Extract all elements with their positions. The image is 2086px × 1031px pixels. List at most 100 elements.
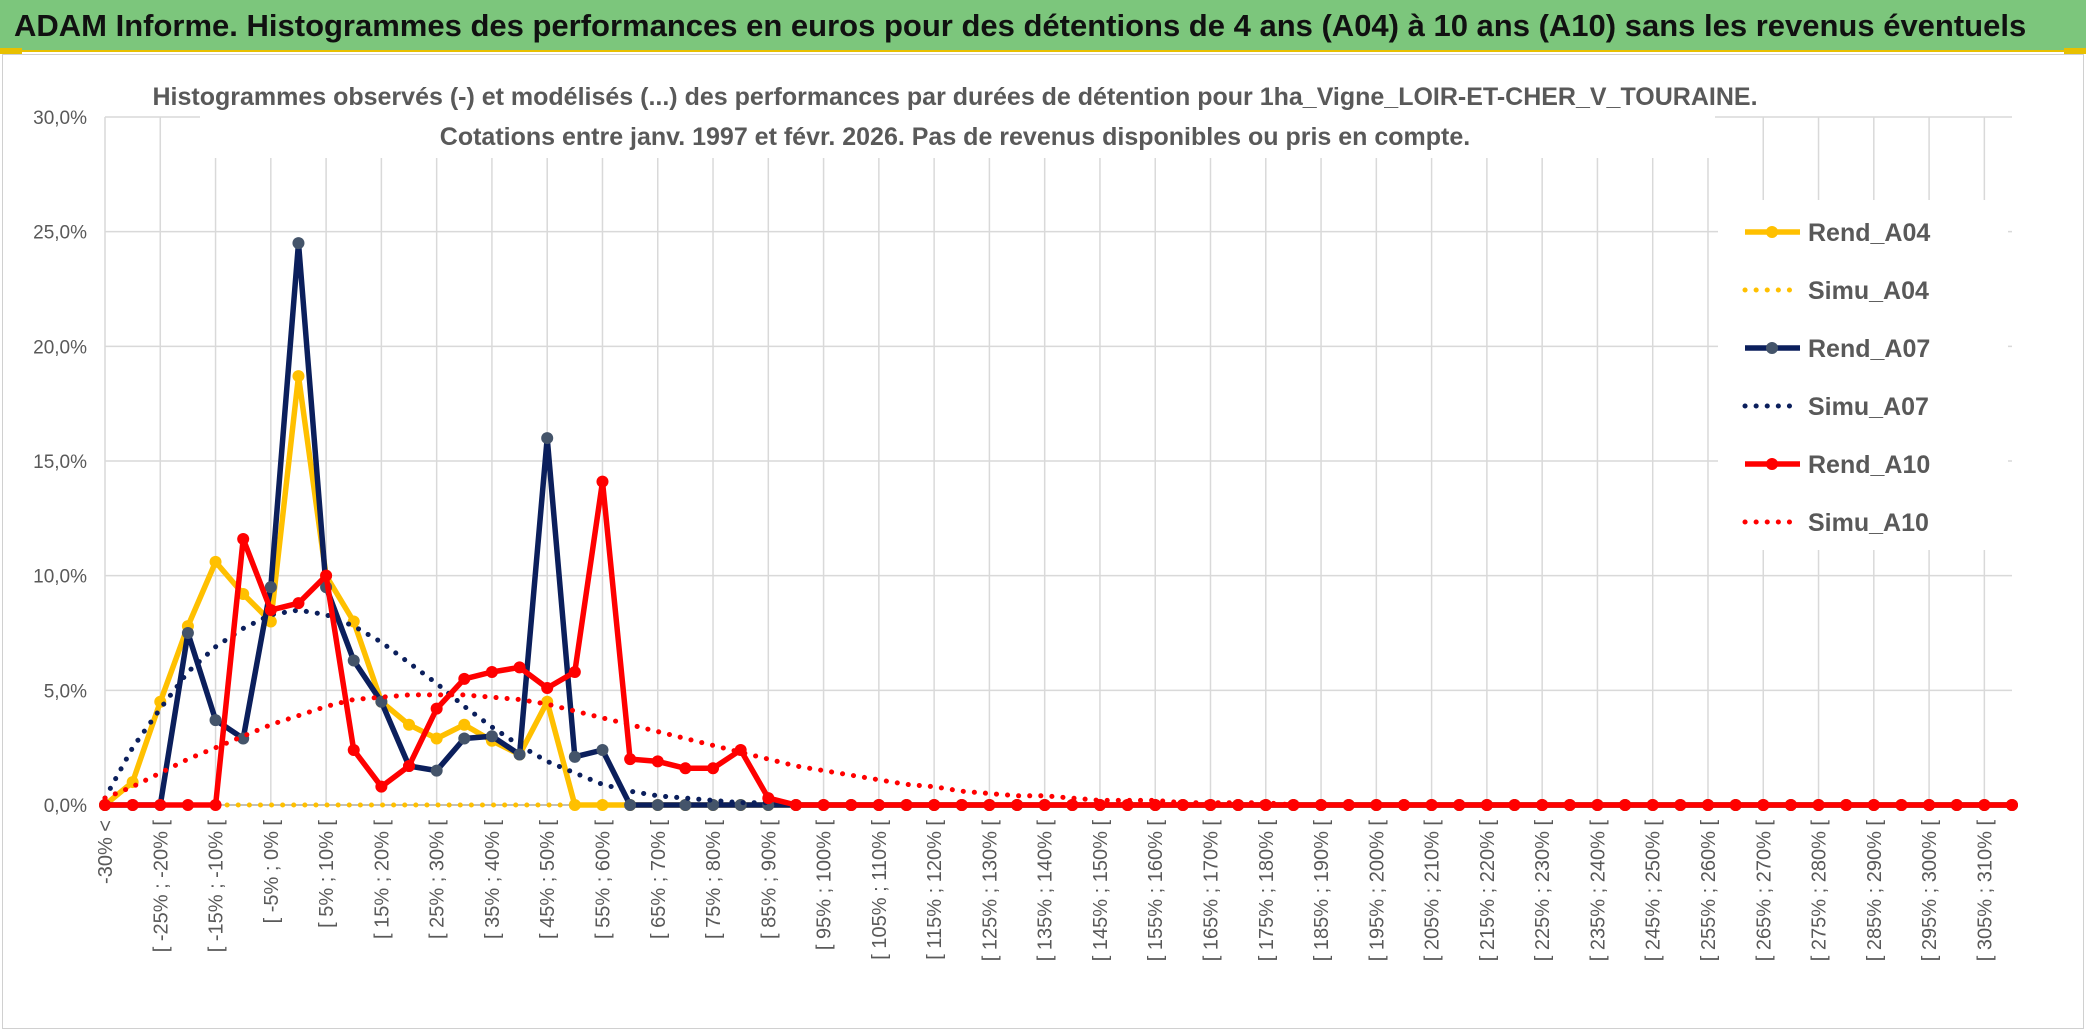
- point-rend-a07: [541, 432, 554, 445]
- point-rend-a07: [679, 799, 692, 811]
- grid-lines: [104, 116, 2012, 806]
- x-tick-label: [ 95% ; 100% [: [814, 820, 836, 951]
- x-tick-label: [ -15% ; -10% [: [206, 820, 228, 953]
- x-tick-label: [ 25% ; 30% [: [427, 820, 449, 939]
- point-rend-a10: [624, 753, 637, 766]
- legend-marker-rend-a10: [1766, 458, 1778, 470]
- point-rend-a07: [651, 799, 664, 811]
- point-rend-a10: [1315, 799, 1328, 811]
- x-tick-label: [ 105% ; 110% [: [869, 820, 891, 960]
- point-rend-a04: [403, 718, 416, 731]
- y-tick-label: 30,0%: [33, 108, 87, 129]
- series-line-simu-a10: [102, 692, 2015, 808]
- point-rend-a10: [375, 780, 388, 793]
- point-rend-a10: [430, 702, 443, 715]
- x-tick-label: [ 55% ; 60% [: [592, 820, 614, 939]
- x-tick-label: [ -5% ; 0% [: [261, 820, 283, 924]
- series-line-simu-a07: [102, 607, 2015, 808]
- point-rend-a10: [762, 792, 775, 805]
- y-tick-label: 20,0%: [33, 337, 87, 358]
- point-rend-a07: [430, 764, 443, 777]
- point-rend-a10: [458, 672, 471, 685]
- point-rend-a10: [983, 799, 996, 811]
- point-rend-a10: [1895, 799, 1908, 811]
- x-tick-label: [ 85% ; 90% [: [758, 820, 780, 939]
- x-tick-label: [ 155% ; 160% [: [1145, 820, 1167, 962]
- point-rend-a10: [900, 799, 913, 811]
- legend-label-rend-a04: Rend_A04: [1808, 219, 1930, 247]
- point-rend-a10: [1508, 799, 1521, 811]
- point-rend-a07: [485, 730, 498, 743]
- x-tick-label: [ 305% ; 310% [: [1974, 820, 1996, 962]
- point-rend-a10: [1563, 799, 1576, 811]
- point-rend-a10: [347, 743, 360, 756]
- point-rend-a07: [513, 748, 526, 761]
- point-rend-a10: [99, 799, 111, 811]
- point-rend-a07: [568, 750, 581, 763]
- point-rend-a10: [1176, 799, 1189, 811]
- point-rend-a10: [1038, 799, 1051, 811]
- header-bar: ADAM Informe. Histogrammes des performan…: [0, 0, 2086, 52]
- x-tick-label: [ 195% ; 200% [: [1366, 820, 1388, 962]
- x-tick-label: [ 275% ; 280% [: [1809, 820, 1831, 962]
- point-rend-a10: [651, 755, 664, 768]
- legend-label-rend-a07: Rend_A07: [1808, 335, 1930, 363]
- point-rend-a10: [679, 762, 692, 775]
- x-tick-label: [ 175% ; 180% [: [1256, 820, 1278, 962]
- point-rend-a10: [181, 799, 194, 811]
- x-tick-label: [ 165% ; 170% [: [1201, 820, 1223, 962]
- x-tick-label: [ 125% ; 130% [: [979, 820, 1001, 962]
- x-tick-label: [ 15% ; 20% [: [371, 820, 393, 939]
- point-rend-a10: [1370, 799, 1383, 811]
- series-group: [99, 237, 2018, 811]
- point-rend-a10: [209, 799, 222, 811]
- x-tick-label: [ 135% ; 140% [: [1035, 820, 1057, 962]
- y-tick-label: 5,0%: [44, 681, 87, 702]
- report-title: ADAM Informe. Histogrammes des performan…: [14, 8, 2027, 43]
- x-tick-label: [ -25% ; -20% [: [150, 820, 172, 953]
- point-rend-a10: [1066, 799, 1079, 811]
- x-tick-label: [ 5% ; 10% [: [316, 820, 338, 928]
- x-tick-label: [ 265% ; 270% [: [1753, 820, 1775, 962]
- y-tick-label: 10,0%: [33, 567, 87, 588]
- x-tick-label: [ 65% ; 70% [: [648, 820, 670, 939]
- point-rend-a07: [264, 581, 277, 594]
- point-rend-a07: [458, 732, 471, 745]
- chart-area: [2, 54, 2084, 1029]
- point-rend-a10: [237, 532, 250, 545]
- chart-subtitle: Cotations entre janv. 1997 et févr. 2026…: [440, 123, 1470, 151]
- point-rend-a10: [403, 760, 416, 773]
- accent-corner-left: [0, 48, 22, 54]
- x-tick-label: [ 35% ; 40% [: [482, 820, 504, 939]
- x-tick-label: [ 145% ; 150% [: [1090, 820, 1112, 962]
- x-tick-label: [ 295% ; 300% [: [1919, 820, 1941, 962]
- point-rend-a10: [872, 799, 885, 811]
- point-rend-a07: [292, 237, 305, 250]
- point-rend-a10: [955, 799, 968, 811]
- point-rend-a04: [292, 370, 305, 383]
- point-rend-a10: [1674, 799, 1687, 811]
- x-tick-label: -30% <: [95, 820, 117, 884]
- point-rend-a10: [320, 569, 333, 582]
- point-rend-a04: [568, 799, 581, 811]
- point-rend-a10: [1840, 799, 1853, 811]
- x-tick-label: [ 45% ; 50% [: [537, 820, 559, 939]
- point-rend-a10: [568, 665, 581, 678]
- y-tick-label: 25,0%: [33, 223, 87, 244]
- legend: Rend_A04 Simu_A04 Rend_A07 Simu_A07 Rend_A10…: [1718, 200, 2008, 550]
- legend-label-rend-a10: Rend_A10: [1808, 451, 1930, 479]
- point-rend-a10: [1011, 799, 1024, 811]
- point-rend-a10: [707, 762, 720, 775]
- point-rend-a10: [1619, 799, 1632, 811]
- point-rend-a07: [347, 654, 360, 667]
- point-rend-a10: [541, 682, 554, 695]
- legend-label-simu-a10: Simu_A10: [1808, 509, 1929, 537]
- x-tick-label: [ 205% ; 210% [: [1422, 820, 1444, 962]
- point-rend-a10: [2006, 799, 2018, 811]
- legend-label-simu-a07: Simu_A07: [1808, 393, 1929, 421]
- point-rend-a10: [513, 661, 526, 674]
- x-tick-label: [ 225% ; 230% [: [1532, 820, 1554, 962]
- point-rend-a10: [292, 597, 305, 610]
